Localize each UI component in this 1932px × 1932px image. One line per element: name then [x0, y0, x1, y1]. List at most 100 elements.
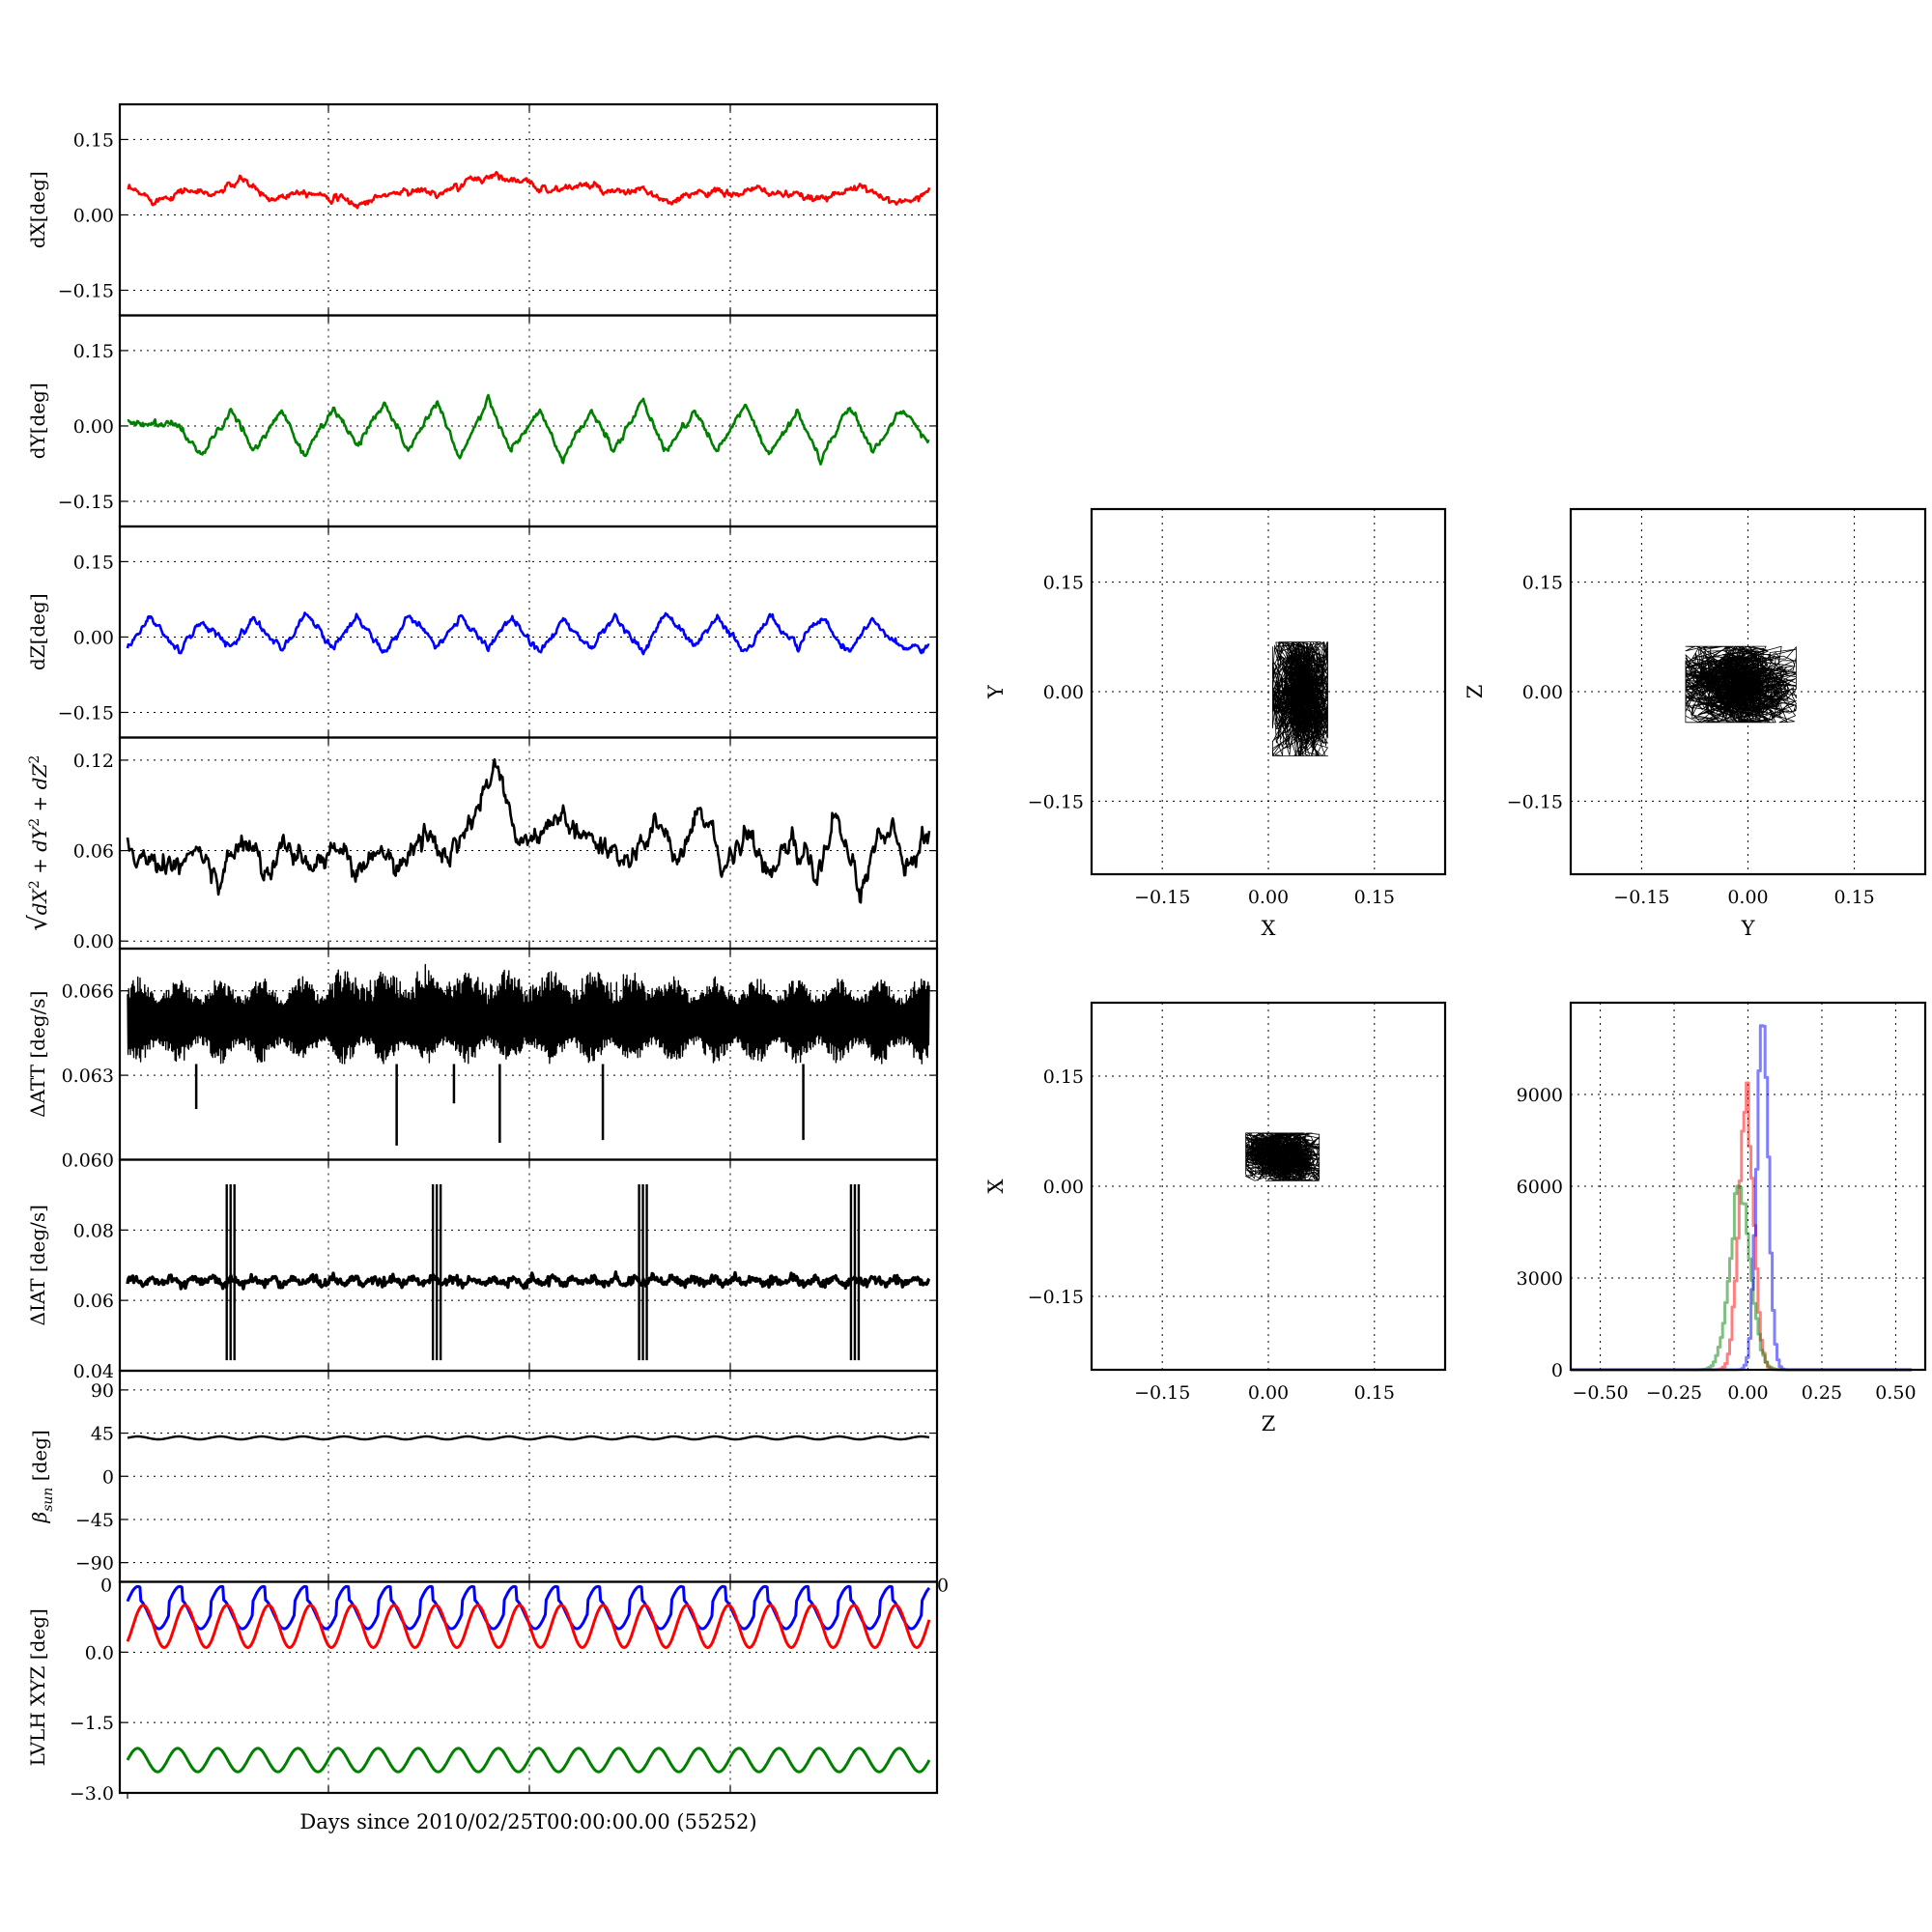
- zx-panel: −0.15 −0.15 0.00 0.00 0.15 0.15 Z X: [984, 1001, 1447, 1435]
- diat-frame: [118, 1158, 939, 1373]
- dx-ylabel: dX[deg]: [26, 171, 49, 248]
- yz-ytick-label: 0.15: [1522, 573, 1563, 594]
- dy-panel: −0.15 0.00 0.15 dY[deg]: [26, 314, 939, 528]
- datt-frame: [118, 947, 939, 1161]
- beta-panel: −90 −45 0 45 90 βsun [deg]: [28, 1369, 939, 1583]
- dx-ytick-label: 0.15: [73, 129, 114, 151]
- xy-ytick-label: 0.15: [1043, 573, 1084, 594]
- zx-ytick-label: −0.15: [1028, 1287, 1084, 1308]
- dx-panel: −0.15 0.00 0.15 dX[deg]: [26, 102, 939, 317]
- dy-series-line: [127, 393, 930, 466]
- hist-xtick-label: 0.00: [1727, 1382, 1768, 1404]
- diat-ytick-label: 0.04: [73, 1361, 114, 1382]
- yz-ytick-label: −0.15: [1507, 791, 1563, 812]
- yz-xtick-label: 0.00: [1727, 887, 1768, 908]
- zx-ytick-label: 0.15: [1043, 1066, 1084, 1088]
- hist-ytick-label: 3000: [1517, 1268, 1563, 1290]
- beta-ytick-label: 45: [91, 1424, 114, 1445]
- hist-ytick-label: 6000: [1517, 1177, 1563, 1198]
- lvlh-ytick-label: −1.5: [70, 1713, 114, 1734]
- dx-series-line: [127, 171, 931, 210]
- datt-ytick-label: 0.063: [62, 1065, 114, 1087]
- dr-panel: 0.00 0.06 0.12 √dX2 + dY2 + dZ2: [24, 736, 939, 952]
- xy-ylabel: Y: [984, 684, 1008, 699]
- zx-ytick-label: 0.00: [1043, 1177, 1084, 1198]
- lvlh-ytick-label: −3.0: [70, 1783, 114, 1804]
- lvlh-ylabel: LVLH XYZ [deg]: [26, 1608, 49, 1766]
- beta-ytick-label: −90: [75, 1553, 114, 1575]
- yz-ylabel: Z: [1463, 685, 1487, 699]
- dx-frame: [118, 102, 939, 317]
- xy-panel: −0.15 −0.15 0.00 0.00 0.15 0.15 X Y: [984, 507, 1447, 940]
- dz-ytick-label: 0.15: [73, 552, 114, 573]
- zx-xtick-label: 0.15: [1354, 1382, 1395, 1404]
- beta-ytick-label: −45: [75, 1510, 114, 1531]
- panels: −0.150.000.15dX[deg]−0.150.000.15dY[deg]…: [24, 102, 1927, 1805]
- dr-ytick-label: 0.12: [73, 751, 114, 772]
- hist-xtick-label: −0.25: [1646, 1382, 1702, 1404]
- zx-ylabel: X: [984, 1179, 1008, 1193]
- dy-ylabel: dY[deg]: [26, 383, 49, 459]
- dz-ylabel: dZ[deg]: [26, 593, 49, 670]
- dz-ytick-label: 0.00: [73, 627, 114, 648]
- diat-panel: 0.04 0.06 0.08 ΔIAT [deg/s]: [26, 1158, 939, 1382]
- yz-ytick-label: 0.00: [1522, 682, 1563, 703]
- lvlh-edge-label-left: 0: [100, 1576, 112, 1597]
- dr-ytick-label: 0.00: [73, 931, 114, 952]
- zx-xtick-label: 0.00: [1248, 1382, 1289, 1404]
- xy-ytick-label: −0.15: [1028, 791, 1084, 812]
- diat-series-line: [126, 1270, 931, 1291]
- hist-xtick-label: −0.50: [1572, 1382, 1628, 1404]
- yz-xlabel: Y: [1741, 917, 1756, 940]
- hist-ytick-label: 0: [1551, 1360, 1563, 1381]
- beta-ytick-label: 0: [102, 1466, 114, 1488]
- hist-panel: −0.50 −0.25 0.00 0.25 0.50 0 3000 6000 9000: [1517, 1001, 1927, 1404]
- zx-trajectory: [1245, 1132, 1321, 1181]
- dr-ylabel: √dX2 + dY2 + dZ2: [24, 755, 53, 931]
- lvlh-frame: [118, 1580, 939, 1795]
- yz-frame: [1569, 507, 1927, 876]
- hist-series-red: [1571, 1081, 1912, 1372]
- dr-ytick-label: 0.06: [73, 841, 114, 863]
- xy-ytick-label: 0.00: [1043, 682, 1084, 703]
- dz-panel: −0.15 0.00 0.15 dZ[deg]: [26, 525, 939, 739]
- dx-ytick-label: 0.00: [73, 205, 114, 226]
- xy-trajectory: [1272, 641, 1328, 756]
- dy-ytick-label: 0.15: [73, 341, 114, 362]
- dr-series-line: [126, 757, 931, 904]
- zx-xlabel: Z: [1262, 1412, 1276, 1435]
- dz-ytick-label: −0.15: [58, 702, 114, 724]
- figure-xlabel: Days since 2010/02/25T00:00:00.00 (55252…: [299, 1810, 756, 1833]
- datt-ytick-label: 0.066: [62, 981, 114, 1003]
- xy-xtick-label: 0.00: [1248, 887, 1289, 908]
- hist-frame: [1569, 1001, 1927, 1372]
- zx-xtick-label: −0.15: [1134, 1382, 1190, 1404]
- xy-xtick-label: 0.15: [1354, 887, 1395, 908]
- hist-xtick-label: 0.50: [1875, 1382, 1916, 1404]
- yz-panel: −0.15 −0.15 0.00 0.00 0.15 0.15 Y Z: [1463, 507, 1927, 940]
- yz-trajectory: [1685, 645, 1797, 724]
- zx-frame: [1090, 1001, 1447, 1372]
- dy-ytick-label: −0.15: [58, 492, 114, 513]
- datt-ytick-label: 0.060: [62, 1151, 114, 1172]
- dy-frame: [118, 314, 939, 528]
- diat-ytick-label: 0.08: [73, 1220, 114, 1241]
- dz-series-line: [126, 611, 930, 656]
- diat-ylabel: ΔIAT [deg/s]: [26, 1205, 49, 1325]
- xy-frame: [1090, 507, 1447, 876]
- datt-series-line: [127, 963, 930, 1065]
- lvlh-panel: −3.0 −1.5 0.0 0 0 LVLH XYZ [deg]: [26, 1576, 949, 1805]
- lvlh-series-line-green: [126, 1747, 931, 1774]
- beta-ytick-label: 90: [91, 1380, 114, 1402]
- dx-ytick-label: −0.15: [58, 280, 114, 301]
- lvlh-ytick-label: 0.0: [85, 1642, 114, 1663]
- yz-xtick-label: 0.15: [1833, 887, 1874, 908]
- datt-panel: 0.060 0.063 0.066 ΔATT [deg/s]: [26, 947, 939, 1172]
- lvlh-series-line-red: [126, 1604, 931, 1649]
- datt-ylabel: ΔATT [deg/s]: [26, 991, 49, 1118]
- dy-ytick-label: 0.00: [73, 416, 114, 438]
- dz-frame: [118, 525, 939, 739]
- lvlh-edge-label-right: 0: [937, 1576, 949, 1597]
- xy-xtick-label: −0.15: [1134, 887, 1190, 908]
